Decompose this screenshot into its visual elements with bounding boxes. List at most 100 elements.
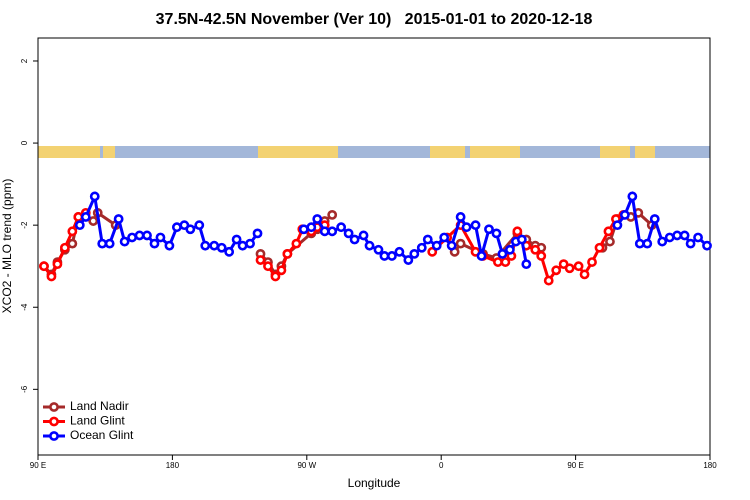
- y-tick-label: -2: [20, 221, 29, 229]
- data-point: [255, 255, 266, 265]
- data-point: [73, 212, 84, 222]
- land-mask-strip: [38, 146, 710, 158]
- data-point: [516, 234, 527, 245]
- land-strip: [600, 146, 630, 158]
- y-tick-label: -4: [20, 303, 29, 311]
- data-point: [209, 240, 220, 251]
- data-point: [679, 230, 690, 241]
- data-point: [627, 191, 638, 202]
- data-point: [119, 236, 130, 247]
- land-strip: [470, 146, 520, 158]
- data-point: [422, 234, 433, 245]
- data-point: [200, 240, 211, 251]
- data-point: [409, 248, 420, 259]
- land-strip: [38, 146, 100, 158]
- land-strip: [258, 146, 338, 158]
- x-tick-label: 90 W: [297, 461, 316, 470]
- data-point: [263, 261, 273, 272]
- data-point: [455, 238, 466, 249]
- data-point: [194, 220, 205, 231]
- legend-marker: [49, 416, 59, 427]
- data-point: [493, 257, 503, 267]
- x-tick-label: 90 E: [30, 461, 46, 470]
- data-point: [416, 242, 427, 253]
- y-axis-label: XCO2 - MLO trend (ppm): [0, 179, 14, 314]
- data-point: [605, 236, 615, 247]
- data-point: [461, 222, 472, 233]
- data-point: [455, 212, 466, 222]
- data-point: [521, 259, 532, 270]
- data-point: [500, 257, 511, 267]
- legend-marker: [49, 402, 59, 412]
- data-point: [543, 275, 554, 286]
- data-point: [155, 232, 166, 243]
- data-point: [439, 232, 450, 243]
- y-tick-label: 0: [20, 140, 29, 145]
- data-point: [612, 220, 623, 231]
- data-point: [594, 242, 605, 253]
- data-point: [504, 244, 515, 255]
- data-point: [142, 230, 152, 241]
- data-point: [113, 214, 124, 224]
- data-point: [349, 234, 360, 245]
- legend-label: Land Nadir: [70, 399, 129, 413]
- data-point: [470, 220, 481, 231]
- data-point: [573, 261, 584, 272]
- data-point: [587, 257, 597, 267]
- data-point: [497, 248, 508, 259]
- data-point: [476, 251, 487, 261]
- data-point: [185, 224, 196, 235]
- data-point: [403, 255, 414, 265]
- data-point: [336, 222, 347, 233]
- data-point: [46, 271, 57, 282]
- data-point: [343, 228, 354, 239]
- land-strip: [635, 146, 655, 158]
- data-point: [387, 251, 397, 261]
- data-point: [39, 261, 49, 272]
- data-point: [327, 226, 338, 237]
- data-point: [427, 246, 438, 257]
- data-point: [134, 230, 145, 241]
- data-point: [491, 228, 502, 239]
- data-point: [67, 238, 78, 249]
- data-point: [88, 216, 99, 226]
- data-point: [149, 238, 160, 249]
- data-point: [59, 242, 70, 253]
- data-point: [298, 224, 309, 235]
- data-point: [104, 238, 115, 249]
- data-point: [379, 251, 390, 261]
- data-point: [649, 214, 660, 224]
- data-point: [358, 230, 369, 241]
- data-point: [245, 238, 255, 249]
- data-point: [80, 212, 91, 222]
- data-point: [89, 191, 100, 202]
- data-point: [536, 251, 547, 261]
- data-point: [685, 238, 696, 249]
- data-point: [127, 232, 137, 243]
- data-point: [394, 246, 405, 257]
- x-tick-label: 180: [166, 461, 180, 470]
- data-point: [74, 220, 85, 231]
- data-point: [702, 240, 712, 251]
- data-point: [603, 226, 614, 237]
- data-point: [657, 236, 668, 247]
- x-tick-label: 90 E: [567, 461, 583, 470]
- data-point: [512, 226, 523, 237]
- x-axis-label: Longitude: [348, 476, 401, 490]
- legend-label: Land Glint: [70, 414, 125, 428]
- data-point: [446, 240, 457, 251]
- x-tick-label: 0: [439, 461, 444, 470]
- data-point: [484, 224, 494, 235]
- land-strip: [430, 146, 465, 158]
- data-point: [312, 214, 323, 224]
- data-point: [282, 248, 293, 259]
- data-point: [164, 240, 175, 251]
- land-strip: [103, 146, 115, 158]
- legend-label: Ocean Glint: [70, 428, 134, 442]
- data-point: [52, 259, 63, 270]
- data-point: [252, 228, 263, 239]
- data-point: [373, 244, 384, 255]
- data-point: [551, 265, 562, 276]
